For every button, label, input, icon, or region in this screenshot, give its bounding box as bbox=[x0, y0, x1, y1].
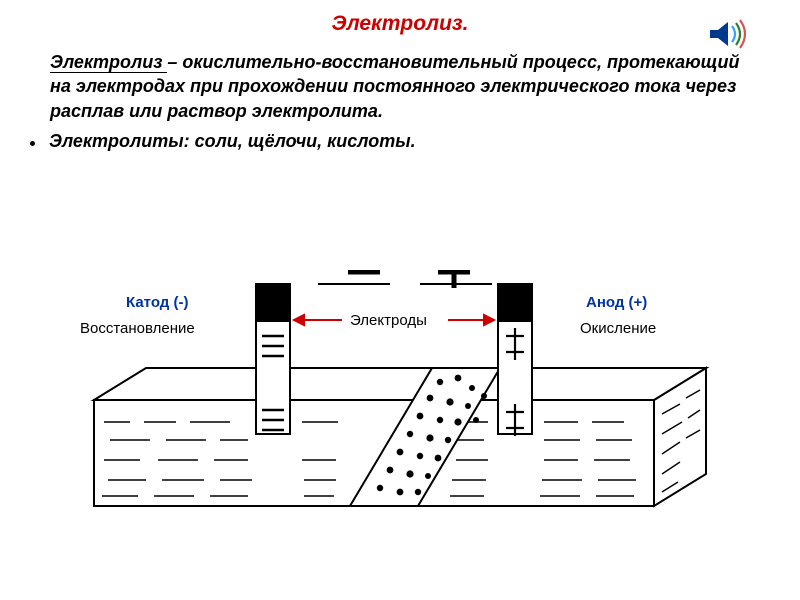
definition-paragraph: Электролиз – окислительно-восстановитель… bbox=[0, 50, 800, 123]
sound-icon bbox=[708, 18, 748, 55]
bullet-item: Электролиты: соли, щёлочи, кислоты. bbox=[0, 123, 800, 152]
electrolysis-diagram: Катод (-) Анод (+) Восстановление Окисле… bbox=[80, 270, 720, 560]
bullet-dot-icon bbox=[30, 141, 35, 146]
definition-term: Электролиз bbox=[50, 52, 167, 73]
diagram-svg bbox=[80, 270, 720, 560]
bullet-text: Электролиты: соли, щёлочи, кислоты. bbox=[49, 131, 416, 152]
page-title: Электролиз. bbox=[0, 0, 800, 50]
